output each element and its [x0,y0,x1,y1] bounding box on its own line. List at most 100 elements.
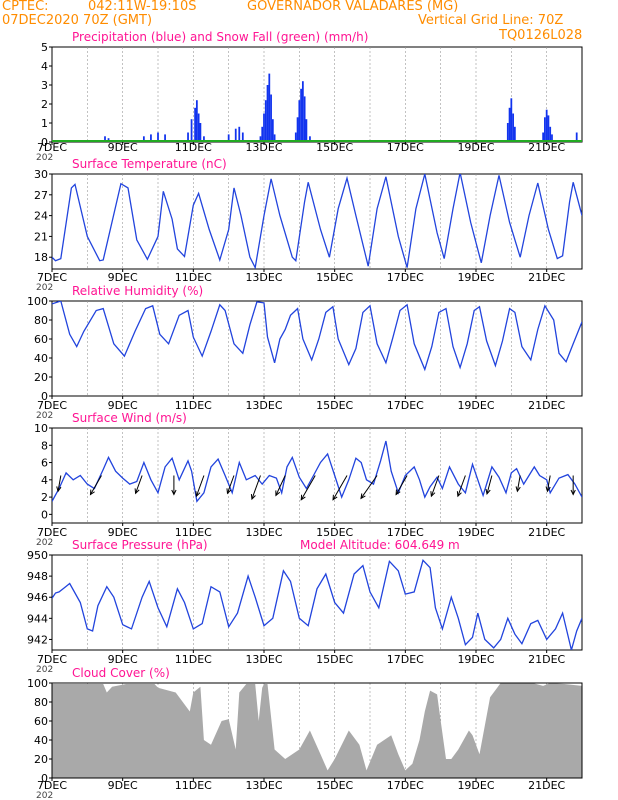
series-line [52,174,582,269]
series-line [52,559,582,650]
y-tick-label: 5 [41,41,48,54]
y-tick-label: 946 [27,591,48,604]
precip-bar [142,136,145,142]
y-tick-label: 0 [41,772,48,785]
plot-frame [51,427,583,524]
precip-bar [238,126,241,142]
y-tick-label: 948 [27,570,48,583]
y-tick-label: 24 [34,210,48,223]
y-tick-label: 80 [34,314,48,327]
wind-arrow-head [300,494,306,501]
x-tick-label: 19DEC [457,779,494,792]
x-tick-label: 9DEC [108,526,138,539]
precip-bar [199,123,202,142]
wind-arrow-head [395,489,401,496]
x-tick-label: 21DEC [528,526,565,539]
precip-bar [294,132,297,142]
panel-title: Surface Wind (m/s) [72,411,187,425]
y-tick-label: 0 [41,508,48,521]
precip-bar [104,136,106,142]
y-tick-label: 0 [41,390,48,403]
x-tick-label: 11DEC [175,399,212,412]
x-tick-label: 15DEC [316,526,353,539]
precip-bar [194,107,196,142]
precip-bar [195,100,198,142]
precip-bar [298,100,301,142]
header-model-code: TQ0126L028 [499,28,583,43]
x-tick-label: 19DEC [457,526,494,539]
plot-frame [51,173,583,270]
panel-title: Surface Temperature (nC) [72,157,227,171]
panel-title: Surface Pressure (hPa) [72,538,208,552]
precip-bar [300,88,302,142]
x-tick-label: 19DEC [457,399,494,412]
wind-arrow-head [275,490,281,497]
x-tick-label: 17DEC [387,271,424,284]
x-tick-label: 13DEC [245,399,282,412]
year-label: 202 [36,791,53,800]
wind-arrow-head [332,494,338,501]
y-tick-label: 942 [27,633,48,646]
precip-bar [241,132,244,142]
x-tick-label: 7DEC [37,271,67,284]
x-tick-label: 13DEC [245,526,282,539]
x-tick-label: 13DEC [245,271,282,284]
x-tick-label: 15DEC [316,271,353,284]
precip-bar [150,134,152,142]
panel-temperature: 18 21 24 27 30 7DEC 9DEC 11DEC 13DEC 15DEC 17DEC 19… [34,157,583,293]
wind-arrow-head [195,491,201,498]
y-tick-label: 4 [41,474,48,487]
y-tick-label: 27 [34,189,48,202]
y-tick-label: 8 [41,439,48,452]
precip-bar [296,117,299,142]
wind-arrow [395,475,408,495]
x-tick-label: 17DEC [387,399,424,412]
x-tick-label: 17DEC [387,141,424,154]
precip-bar [303,96,306,142]
wind-arrow-head [545,486,551,493]
precip-bar [271,119,274,142]
precip-bar [549,126,552,142]
y-tick-label: 944 [27,612,48,625]
x-tick-label: 21DEC [528,653,565,666]
x-tick-label: 17DEC [387,526,424,539]
precip-bar [301,81,304,142]
precip-bar [259,136,262,142]
x-tick-label: 9DEC [108,141,138,154]
year-label: 202 [36,411,53,421]
panel-pressure: 942 944 946 948 950 7DEC 9DEC 11DEC 13DEC 15DEC 17… [27,538,583,675]
x-tick-label: 19DEC [457,271,494,284]
precip-bar [545,109,548,142]
wind-arrow-head [226,488,232,495]
x-tick-label: 7DEC [37,653,67,666]
year-label: 202 [36,283,53,293]
precip-bar [551,134,553,142]
wind-arrow-head [456,491,462,498]
wind-arrow [360,475,378,499]
panel-title: Relative Humidity (%) [72,284,203,298]
wind-arrow-head [515,486,521,493]
y-tick-label: 10 [34,422,48,435]
x-tick-label: 17DEC [387,653,424,666]
precip-bar [203,136,205,142]
y-tick-label: 80 [34,696,48,709]
wind-arrow [430,475,440,497]
wind-arrow [486,475,493,494]
x-tick-label: 15DEC [316,653,353,666]
wind-arrow [195,475,205,497]
precip-bar [273,134,276,142]
y-tick-label: 60 [34,715,48,728]
x-tick-label: 15DEC [316,141,353,154]
wind-arrow [90,475,102,495]
wind-arrow [226,475,235,494]
x-tick-label: 11DEC [175,141,212,154]
x-tick-label: 9DEC [108,271,138,284]
panel-annotation: Model Altitude: 604.649 m [300,538,460,552]
series-line [52,301,582,372]
y-tick-label: 20 [34,371,48,384]
precip-bar [164,134,166,142]
year-label: 202 [36,665,53,675]
precip-bar [264,100,267,142]
x-tick-label: 11DEC [175,653,212,666]
